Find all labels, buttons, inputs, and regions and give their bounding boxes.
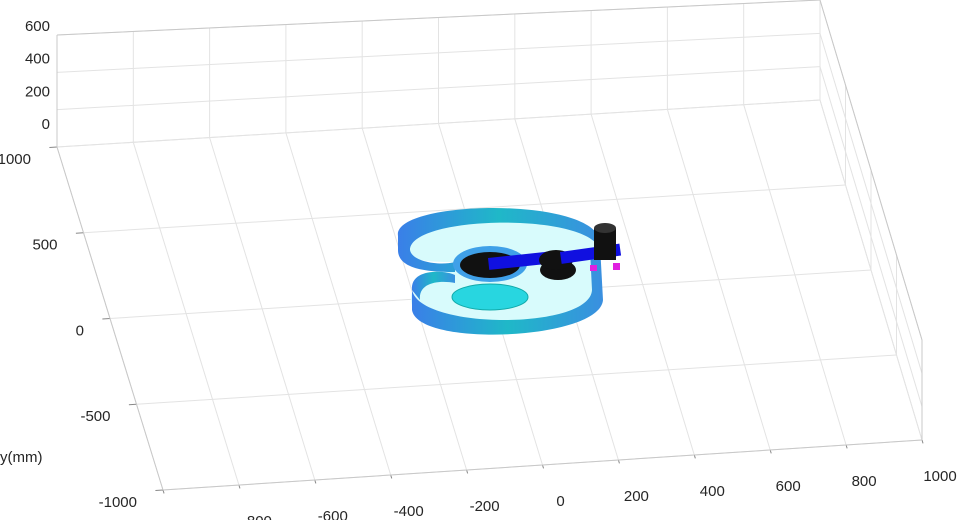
x-tick-label: 800 bbox=[852, 473, 877, 490]
robot-model bbox=[397, 208, 622, 335]
x-tick-label: -800 bbox=[242, 513, 272, 520]
marker bbox=[613, 263, 620, 270]
y-tick-label: 1000 bbox=[0, 151, 31, 168]
tick-mark bbox=[162, 489, 165, 494]
y-axis-label: y(mm) bbox=[0, 449, 42, 466]
tick-mark bbox=[238, 484, 241, 489]
grid-line bbox=[819, 99, 923, 441]
z-tick-label: 400 bbox=[25, 51, 50, 68]
z-tick-label: 600 bbox=[25, 18, 50, 35]
grid-line bbox=[819, 66, 923, 407]
base-lower bbox=[451, 283, 529, 311]
axis-edge bbox=[162, 439, 923, 491]
marker bbox=[590, 265, 597, 271]
z-tick-label: 0 bbox=[42, 116, 50, 133]
z-tick-label: 200 bbox=[25, 83, 50, 100]
tick-mark bbox=[693, 454, 696, 459]
end-effector bbox=[594, 228, 616, 260]
tick-mark bbox=[921, 439, 924, 444]
grid-line bbox=[83, 184, 846, 234]
end-effector-top bbox=[594, 223, 616, 233]
y-tick-label: -1000 bbox=[99, 494, 137, 511]
grid-line bbox=[136, 354, 897, 405]
x-tick-label: 1000 bbox=[923, 468, 956, 485]
y-tick-label: 500 bbox=[32, 237, 57, 254]
y-tick-label: 0 bbox=[76, 322, 84, 339]
tick-mark bbox=[617, 459, 620, 464]
axis-edge bbox=[819, 0, 923, 341]
x-tick-label: 600 bbox=[776, 478, 801, 495]
grid-line bbox=[819, 33, 923, 374]
tick-mark bbox=[466, 469, 469, 474]
x-tick-label: -1000 bbox=[162, 518, 200, 520]
grid-line bbox=[56, 99, 821, 148]
x-tick-label: -200 bbox=[470, 498, 500, 515]
x-tick-label: 200 bbox=[624, 488, 649, 505]
x-tick-label: 400 bbox=[700, 483, 725, 500]
grid-line bbox=[56, 66, 821, 111]
tick-mark bbox=[542, 464, 545, 469]
outer-ring-top bbox=[397, 208, 600, 272]
x-tick-label: 0 bbox=[556, 493, 564, 510]
outer-ring-side bbox=[412, 245, 603, 335]
tick-mark bbox=[155, 489, 164, 491]
tick-mark bbox=[314, 479, 317, 484]
axis-edge bbox=[56, 146, 164, 491]
grid-line bbox=[56, 32, 821, 73]
inner-ring bbox=[411, 271, 455, 300]
y-tick-label: -500 bbox=[80, 408, 110, 425]
axis-edge bbox=[56, 0, 821, 36]
tick-mark bbox=[769, 449, 772, 454]
tick-mark bbox=[845, 444, 848, 449]
tick-mark bbox=[390, 474, 393, 479]
x-tick-label: -400 bbox=[394, 503, 424, 520]
x-tick-label: -600 bbox=[318, 508, 348, 520]
